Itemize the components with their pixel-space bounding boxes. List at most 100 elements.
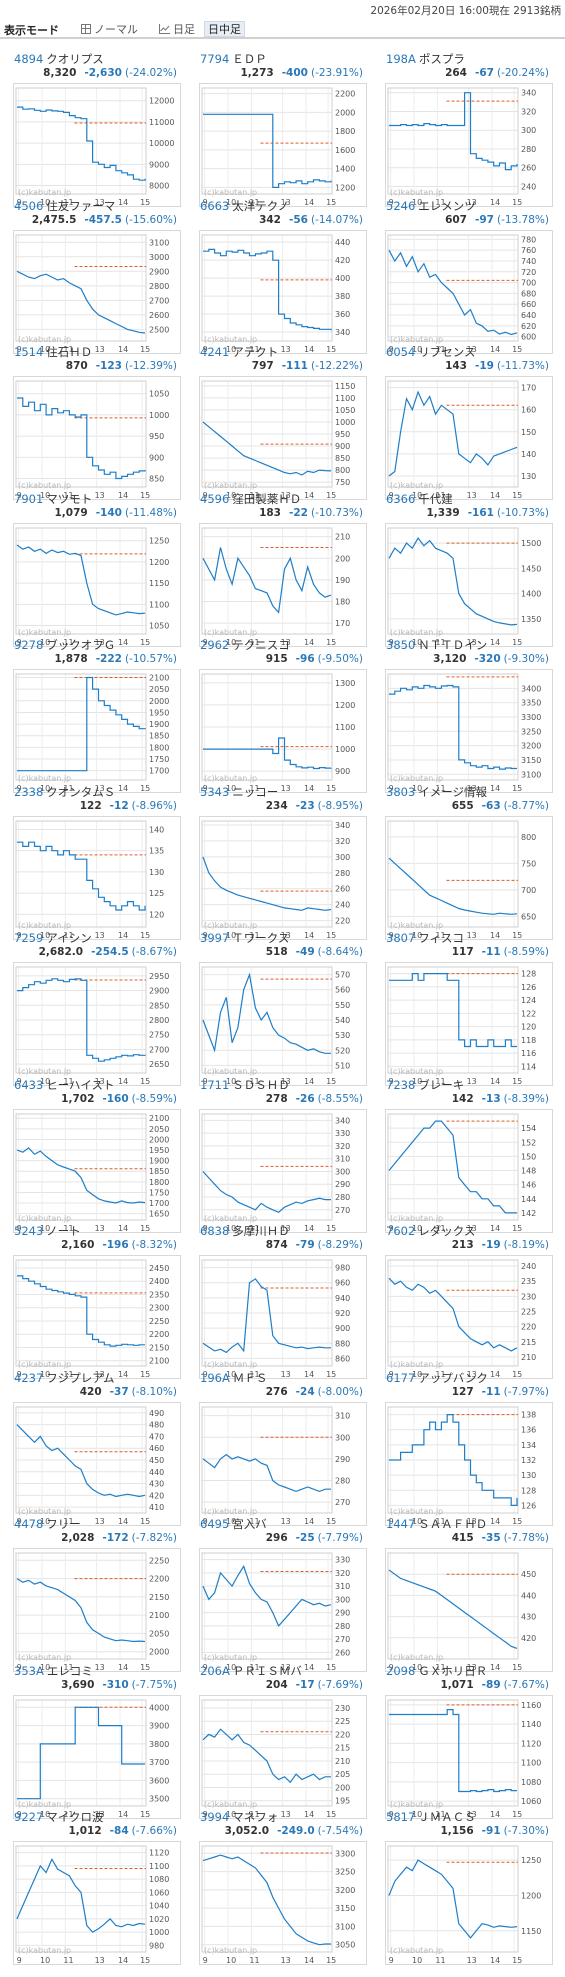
intraday-chart[interactable]: 1150 1100 1050 1000 950 900 850 800 750 9 10 11 13 14… (199, 376, 367, 500)
intraday-chart[interactable]: 230 225 220 215 210 205 200 195 9 10 11 13 14 15 (c)ka… (199, 1694, 367, 1819)
intraday-chart[interactable]: 2250 2200 2150 2100 2050 2000 9 10 11 13 14 15 (c)ka… (13, 1548, 181, 1672)
stock-name-link[interactable]: テクニスコ (232, 638, 290, 652)
stock-name-link[interactable]: マイクロ波 (46, 1810, 104, 1824)
intraday-chart[interactable]: 1300 1200 1100 1000 900 9 10 11 13 14 15 (c)kabutan… (199, 669, 367, 793)
stock-name-link[interactable]: アテクト (232, 345, 279, 359)
mode-intraday-button[interactable]: 日中足 (204, 21, 245, 37)
mode-daily-button[interactable]: 日足 (156, 21, 198, 37)
intraday-chart[interactable]: 800 750 700 650 9 10 11 13 14 15 (c)kabutan.jp (385, 815, 553, 940)
stock-code-link[interactable]: 4894 (14, 52, 44, 66)
intraday-chart[interactable]: 330 320 310 300 290 280 270 260 9 10 11 13 14 15 (c)ka… (199, 1548, 367, 1672)
stock-name-link[interactable]: アイシン (46, 931, 92, 945)
intraday-chart[interactable]: 1250 1200 1150 1100 1050 9 10 11 13 14 15 (c)kabuta… (13, 522, 181, 647)
intraday-chart[interactable]: 3100 3000 2900 2800 2700 2600 2500 9 10 11 13 14 15 (… (13, 229, 181, 354)
stock-code-link[interactable]: 198A (386, 52, 416, 66)
stock-code-link[interactable]: 3997 (200, 931, 230, 945)
stock-name-link[interactable]: ニッコー (232, 784, 279, 799)
stock-code-link[interactable]: 6495 (200, 1517, 230, 1531)
stock-code-link[interactable]: 2338 (14, 784, 44, 799)
stock-name-link[interactable]: 窪田製薬ＨＤ (232, 491, 302, 506)
intraday-chart[interactable]: 3300 3250 3200 3150 3100 3050 9 10 11 13 14 15 (c)ka… (199, 1841, 367, 1965)
stock-name-link[interactable]: クオンタムＳ (46, 784, 116, 799)
stock-name-link[interactable]: ＭＦＳ (232, 1370, 268, 1385)
stock-code-link[interactable]: 7259 (14, 931, 44, 945)
stock-code-link[interactable]: 3807 (386, 931, 416, 945)
stock-code-link[interactable]: 7794 (200, 52, 230, 66)
stock-code-link[interactable]: 6663 (200, 198, 230, 213)
intraday-chart[interactable]: 140 135 130 125 120 9 10 11 13 14 15 (c)kabutan.jp (13, 815, 181, 940)
stock-name-link[interactable]: リブセンス (418, 345, 476, 359)
stock-code-link[interactable]: 3994 (200, 1810, 230, 1824)
mode-normal-button[interactable]: ノーマル (78, 21, 141, 37)
intraday-chart[interactable]: 2200 2000 1800 1600 1400 1200 9 10 11 13 14 15 (c)ka… (199, 83, 367, 207)
stock-code-link[interactable]: 206A (200, 1663, 230, 1678)
stock-code-link[interactable]: 3803 (386, 784, 416, 799)
stock-code-link[interactable]: 196A (200, 1370, 230, 1385)
intraday-chart[interactable]: 340 320 300 280 260 240 9 10 11 13 14 15 (c)kabutan.… (385, 83, 553, 207)
intraday-chart[interactable]: 1250 1200 1150 9 10 11 13 14 15 (c)kabutan.jp (385, 1841, 553, 1965)
intraday-chart[interactable]: 12000 11000 10000 9000 8000 9 10 11 13 14 15 (c)kab… (13, 83, 181, 207)
intraday-chart[interactable]: 154 152 150 148 146 144 142 9 10 11 13 14 15 (c)kabut… (385, 1108, 553, 1233)
stock-name-link[interactable]: 太洋テクノ (232, 198, 290, 213)
intraday-chart[interactable]: 2100 2050 2000 1950 1900 1850 1800 1750 1700 1650… (13, 1108, 181, 1233)
intraday-chart[interactable]: 2100 2050 2000 1950 1900 1850 1800 1750 1700 9 10 1… (13, 669, 181, 793)
intraday-chart[interactable]: 980 960 940 920 900 880 860 9 10 11 13 14 15 (c)kabut… (199, 1255, 367, 1379)
intraday-chart[interactable]: 440 420 400 380 360 340 9 10 11 13 14 15 (c)kabutan.… (199, 229, 367, 354)
intraday-chart[interactable]: 128 126 124 122 120 118 116 114 9 10 11 13 14 15 (c)ka… (385, 962, 553, 1086)
stock-name-link[interactable]: イメージ情報 (418, 784, 488, 799)
stock-code-link[interactable]: 4506 (14, 198, 44, 213)
intraday-chart[interactable]: 1120 1100 1080 1060 1040 1020 1000 980 9 10 11 13 14… (13, 1841, 181, 1965)
stock-code-link[interactable]: 5343 (200, 784, 230, 799)
stock-name-link[interactable]: エレメンツ (418, 198, 476, 213)
intraday-chart[interactable]: 4000 3900 3800 3700 3600 3500 9 10 11 13 14 15 (c)ka… (13, 1694, 181, 1819)
intraday-chart[interactable]: 1050 1000 950 900 850 9 10 11 13 14 15 (c)kabutan.j… (13, 376, 181, 500)
intraday-chart[interactable]: 170 160 150 140 130 9 10 11 13 14 15 (c)kabutan.jp (385, 376, 553, 500)
stock-code-link[interactable]: 4478 (14, 1517, 44, 1531)
intraday-chart[interactable]: 340 320 300 280 260 240 220 9 10 11 13 14 15 (c)kabut… (199, 815, 367, 940)
intraday-chart[interactable]: 3400 3350 3300 3250 3200 3150 3100 9 10 11 13 14 15 (… (385, 669, 553, 793)
stock-code-link[interactable]: 6177 (386, 1370, 416, 1385)
stock-code-link[interactable]: 9227 (14, 1810, 44, 1824)
stock-name-link[interactable]: 住友ファーマ (46, 198, 116, 213)
stock-code-link[interactable]: 2962 (200, 638, 230, 652)
intraday-chart[interactable]: 780 760 740 720 700 680 660 640 620 600 9 10 11 13 14 1… (385, 229, 553, 354)
stock-name-link[interactable]: ノート (46, 1224, 81, 1238)
stock-name-link[interactable]: エレコミ (46, 1663, 93, 1678)
intraday-chart[interactable]: 1500 1450 1400 1350 9 10 11 13 14 15 (c)kabutan.jp (385, 522, 553, 647)
stock-code-link[interactable]: 4241 (200, 345, 230, 359)
intraday-chart[interactable]: 570 560 550 540 530 520 510 9 10 11 13 14 15 (c)kabut… (199, 962, 367, 1086)
stock-name-link[interactable]: フジプレアム (46, 1370, 115, 1385)
stock-code-link[interactable]: 9278 (14, 638, 44, 652)
stock-name-link[interactable]: ＰＲＩＳＭバ (232, 1663, 302, 1678)
stock-code-link[interactable]: 3850 (386, 638, 416, 652)
intraday-chart[interactable]: 2950 2900 2850 2800 2750 2700 2650 9 10 11 13 14 15 (… (13, 962, 181, 1086)
stock-name-link[interactable]: ＳＤＳＨＤ (232, 1077, 290, 1092)
stock-code-link[interactable]: 7238 (386, 1077, 416, 1092)
stock-code-link[interactable]: 6054 (386, 345, 416, 359)
stock-name-link[interactable]: ＮＴＴＤイン (418, 638, 488, 652)
stock-code-link[interactable]: 6433 (14, 1077, 44, 1092)
intraday-chart[interactable]: 450 440 430 420 9 10 11 13 14 15 (c)kabutan.jp (385, 1548, 553, 1672)
stock-name-link[interactable]: ブックオフＧ (46, 638, 116, 652)
intraday-chart[interactable]: 340 330 320 310 300 290 280 270 9 10 11 13 14 15 (c)ka… (199, 1108, 367, 1233)
stock-name-link[interactable]: アップバンク (418, 1370, 488, 1385)
intraday-chart[interactable]: 310 300 290 280 270 9 10 11 13 14 15 (c)kabutan.jp (199, 1401, 367, 1526)
stock-code-link[interactable]: 1514 (14, 345, 44, 359)
stock-code-link[interactable]: 5243 (14, 1224, 44, 1238)
stock-code-link[interactable]: 4596 (200, 491, 230, 506)
intraday-chart[interactable]: 1160 1140 1120 1100 1080 1060 9 10 11 13 14 15 (c)ka… (385, 1694, 553, 1819)
stock-name-link[interactable]: ＧＸホリ日Ｒ (418, 1663, 488, 1678)
stock-name-link[interactable]: ヒーハイスト (46, 1077, 115, 1092)
stock-name-link[interactable]: フィスコ (418, 931, 465, 945)
stock-code-link[interactable]: 1447 (386, 1517, 416, 1531)
stock-name-link[interactable]: ＳＡＡＦＨＤ (418, 1517, 488, 1531)
stock-code-link[interactable]: 353A (14, 1663, 44, 1678)
stock-name-link[interactable]: 千代建 (418, 491, 453, 506)
stock-code-link[interactable]: 6366 (386, 491, 416, 506)
stock-code-link[interactable]: 1711 (200, 1077, 230, 1092)
stock-name-link[interactable]: マツモト (46, 491, 93, 506)
stock-code-link[interactable]: 7602 (386, 1224, 416, 1238)
stock-name-link[interactable]: 多摩川ＨＤ (232, 1224, 290, 1238)
intraday-chart[interactable]: 210 200 190 180 170 9 10 11 13 14 15 (c)kabutan.jp (199, 522, 367, 647)
stock-name-link[interactable]: フリー (46, 1517, 81, 1531)
